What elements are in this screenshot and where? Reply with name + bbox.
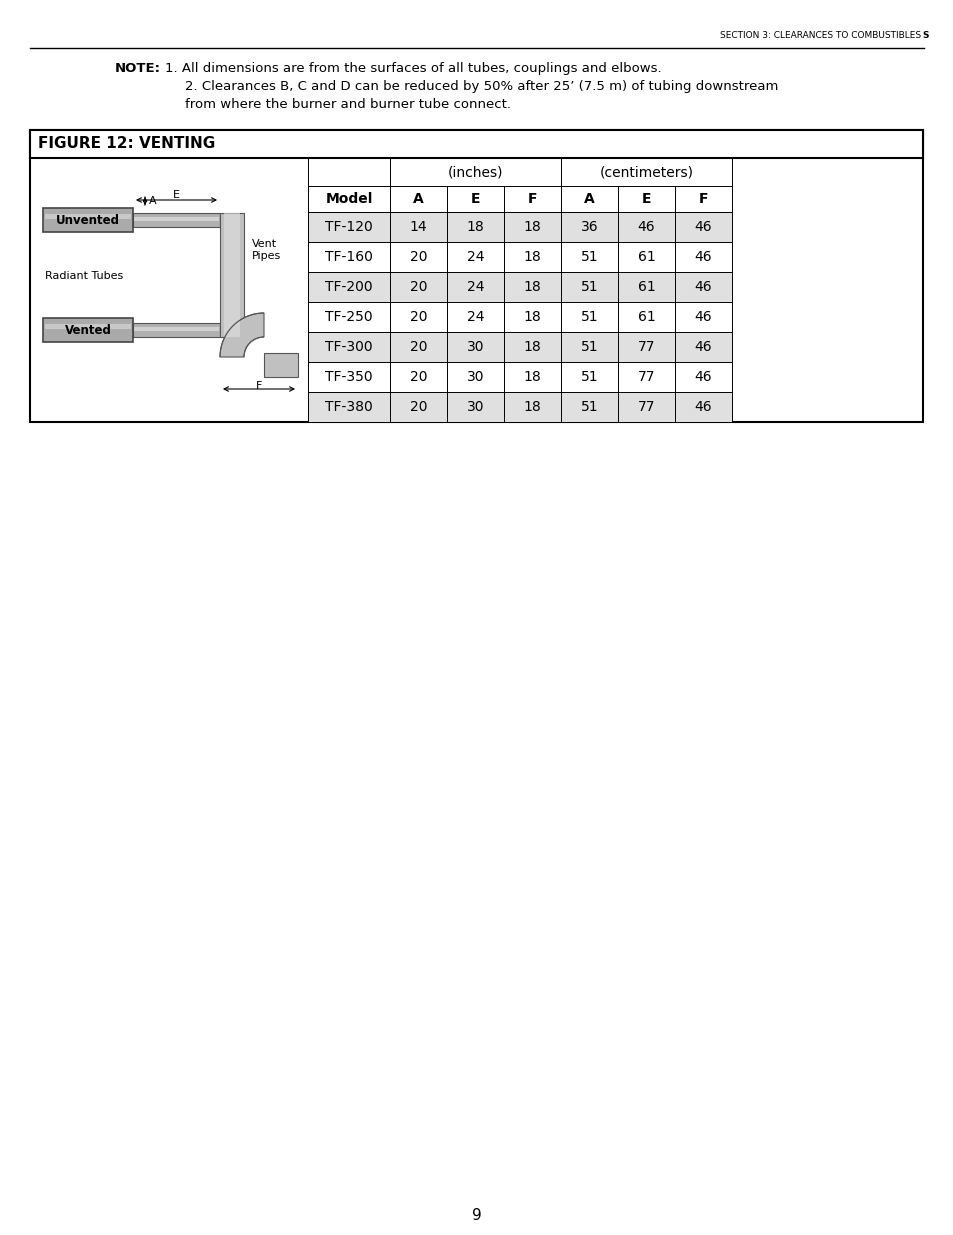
Text: 18: 18 [523,310,540,324]
Text: 9: 9 [472,1208,481,1223]
Text: 51: 51 [580,249,598,264]
Text: from where the burner and burner tube connect.: from where the burner and burner tube co… [185,98,511,111]
Bar [43,317,132,342]
Text: 61: 61 [637,280,655,294]
Text: 46: 46 [694,400,712,414]
Text: 18: 18 [523,400,540,414]
Bar [30,130,923,158]
Bar [308,332,731,362]
Text: E: E [172,190,180,200]
Bar [45,214,131,219]
Text: 51: 51 [580,400,598,414]
Bar [45,324,131,329]
Bar [224,212,240,337]
Text: 24: 24 [466,249,484,264]
Text: TF-120: TF-120 [325,220,373,233]
Text: 51: 51 [580,340,598,354]
Text: 51: 51 [580,280,598,294]
Text: 20: 20 [410,310,427,324]
Text: 1. All dimensions are from the surfaces of all tubes, couplings and elbows.: 1. All dimensions are from the surfaces … [165,62,661,75]
Bar [133,327,219,331]
Text: 20: 20 [410,280,427,294]
Text: 18: 18 [523,249,540,264]
Text: (inches): (inches) [447,165,503,179]
Text: Model: Model [325,191,373,206]
Bar [264,353,297,377]
Text: 18: 18 [523,220,540,233]
Text: E: E [641,191,651,206]
Text: 20: 20 [410,249,427,264]
Text: Vent
Pipes: Vent Pipes [252,240,281,261]
Bar [30,130,923,422]
Text: F: F [698,191,707,206]
Text: 46: 46 [694,249,712,264]
Text: 61: 61 [637,310,655,324]
Text: TF-350: TF-350 [325,370,373,384]
Text: 77: 77 [638,400,655,414]
Text: 46: 46 [694,310,712,324]
Bar [132,324,220,337]
Text: S: S [921,31,927,40]
Text: 36: 36 [580,220,598,233]
Text: TF-300: TF-300 [325,340,373,354]
Polygon shape [220,312,264,357]
Text: 46: 46 [694,340,712,354]
Text: 46: 46 [694,220,712,233]
Text: 20: 20 [410,340,427,354]
Text: 20: 20 [410,370,427,384]
Text: 18: 18 [466,220,484,233]
Text: 30: 30 [466,340,484,354]
Text: 20: 20 [410,400,427,414]
Text: SECTION 3: CLEARANCES TO COMBUSTIBLES: SECTION 3: CLEARANCES TO COMBUSTIBLES [720,31,920,40]
Text: NOTE:: NOTE: [115,62,161,75]
Text: TF-380: TF-380 [325,400,373,414]
Text: Vented: Vented [65,324,112,336]
Text: 2. Clearances B, C and D can be reduced by 50% after 25’ (7.5 m) of tubing downs: 2. Clearances B, C and D can be reduced … [185,80,778,93]
Text: Radiant Tubes: Radiant Tubes [45,270,123,282]
Text: A: A [413,191,423,206]
Text: 14: 14 [409,220,427,233]
Text: A: A [149,196,156,206]
Text: 77: 77 [638,340,655,354]
Text: 24: 24 [466,280,484,294]
Text: 46: 46 [637,220,655,233]
Text: TF-250: TF-250 [325,310,373,324]
Text: TF-200: TF-200 [325,280,373,294]
Text: 30: 30 [466,370,484,384]
Text: E: E [470,191,479,206]
Bar [308,212,731,242]
Bar [43,207,132,232]
Text: 51: 51 [580,310,598,324]
Text: 61: 61 [637,249,655,264]
Bar [308,391,731,422]
Bar [308,272,731,303]
Text: Unvented: Unvented [56,214,120,226]
Text: 18: 18 [523,340,540,354]
Text: 18: 18 [523,280,540,294]
Text: 30: 30 [466,400,484,414]
Text: 18: 18 [523,370,540,384]
Text: TF-160: TF-160 [325,249,373,264]
Text: A: A [583,191,595,206]
Text: F: F [255,382,262,391]
Bar [132,212,220,227]
Text: FIGURE 12: VENTING: FIGURE 12: VENTING [38,137,215,152]
Text: 51: 51 [580,370,598,384]
Text: 77: 77 [638,370,655,384]
Text: 46: 46 [694,280,712,294]
Text: 24: 24 [466,310,484,324]
Bar [133,217,219,221]
Text: 46: 46 [694,370,712,384]
Bar [220,212,244,337]
Text: (centimeters): (centimeters) [598,165,693,179]
Text: F: F [527,191,537,206]
